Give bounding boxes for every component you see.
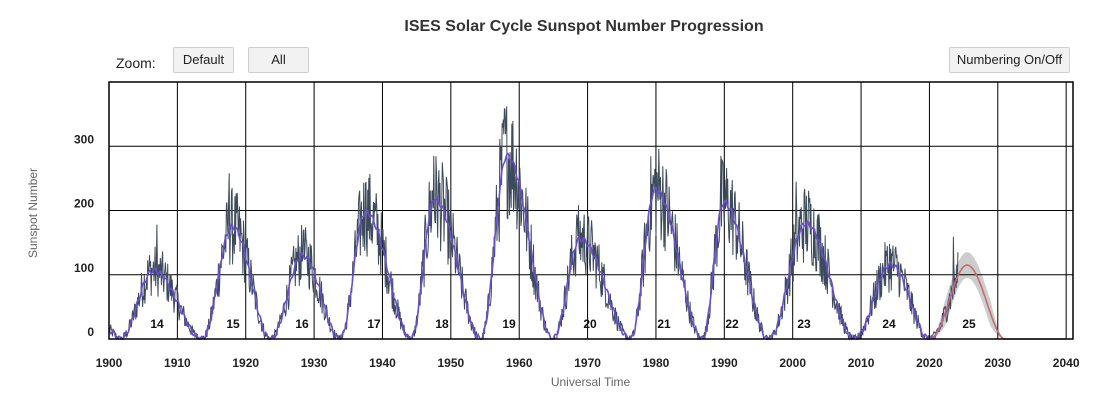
y-tick-label: 300	[74, 132, 94, 146]
plot-frame	[108, 81, 1074, 340]
x-tick-label: 2020	[916, 356, 943, 370]
cycle-label-21: 21	[657, 317, 671, 331]
cycle-label-25: 25	[962, 317, 976, 331]
x-axis-ticks: 1900 1910 1920 1930 1940 1950 1960 1970 1980 1990…	[96, 356, 1080, 370]
x-tick-label: 1930	[301, 356, 328, 370]
cycle-label-14: 14	[150, 317, 164, 331]
zoom-default-button[interactable]: Default	[173, 47, 234, 73]
chart-grid	[109, 82, 1073, 339]
cycle-label-18: 18	[435, 317, 449, 331]
cycle-label-22: 22	[725, 317, 739, 331]
x-tick-label: 2010	[848, 356, 875, 370]
x-tick-label: 1960	[506, 356, 533, 370]
x-tick-label: 2030	[984, 356, 1011, 370]
zoom-all-button[interactable]: All	[248, 47, 309, 73]
x-tick-label: 1970	[574, 356, 601, 370]
x-tick-label: 1910	[164, 356, 191, 370]
x-axis-label: Universal Time	[550, 375, 631, 389]
x-tick-label: 1990	[711, 356, 738, 370]
x-tick-label: 2040	[1053, 356, 1080, 370]
cycle-label-24: 24	[882, 317, 896, 331]
cycle-label-19: 19	[502, 317, 516, 331]
chart-title: ISES Solar Cycle Sunspot Number Progress…	[404, 18, 764, 35]
y-axis-label: Sunspot Number	[26, 167, 40, 258]
cycle-label-17: 17	[367, 317, 381, 331]
x-tick-label: 1980	[643, 356, 670, 370]
zoom-label: Zoom:	[116, 55, 156, 71]
y-tick-label: 100	[74, 261, 94, 275]
x-tick-label: 1940	[369, 356, 396, 370]
numbering-toggle-button[interactable]: Numbering On/Off	[949, 47, 1070, 73]
cycle-label-23: 23	[797, 317, 811, 331]
x-tick-label: 1950	[437, 356, 464, 370]
cycle-label-20: 20	[583, 317, 597, 331]
cycle-label-15: 15	[226, 317, 240, 331]
y-tick-label: 200	[74, 197, 94, 211]
y-axis-ticks: 0 100 200 300	[74, 132, 94, 339]
y-tick-label: 0	[87, 325, 94, 339]
x-tick-label: 1900	[96, 356, 123, 370]
x-tick-label: 1920	[232, 356, 259, 370]
cycle-label-16: 16	[295, 317, 309, 331]
cycle-labels: 14 15 16 17 18 19 20 21 22 23 24 25	[150, 317, 976, 331]
smoothed-line	[108, 152, 955, 340]
x-tick-label: 2000	[779, 356, 806, 370]
observed-monthly-line	[108, 106, 959, 341]
